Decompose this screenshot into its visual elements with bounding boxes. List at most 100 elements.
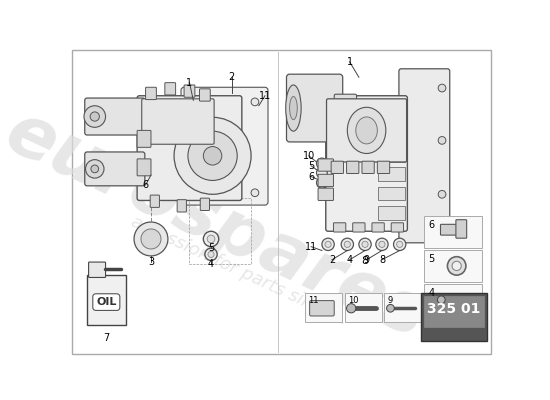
FancyBboxPatch shape xyxy=(200,198,210,210)
Circle shape xyxy=(379,241,385,248)
Text: 7: 7 xyxy=(103,333,109,343)
FancyBboxPatch shape xyxy=(310,300,334,316)
Text: 5: 5 xyxy=(308,161,314,171)
Circle shape xyxy=(86,160,104,178)
Text: 2: 2 xyxy=(329,255,335,265)
FancyBboxPatch shape xyxy=(362,161,375,174)
Circle shape xyxy=(438,190,446,198)
FancyBboxPatch shape xyxy=(334,94,356,120)
FancyBboxPatch shape xyxy=(391,223,404,232)
Text: 4: 4 xyxy=(346,255,353,265)
Circle shape xyxy=(317,158,327,169)
FancyBboxPatch shape xyxy=(200,89,210,101)
Bar xyxy=(378,148,405,162)
Bar xyxy=(425,250,482,282)
FancyBboxPatch shape xyxy=(184,85,195,97)
FancyBboxPatch shape xyxy=(177,200,186,212)
FancyBboxPatch shape xyxy=(146,87,156,100)
Circle shape xyxy=(438,84,446,92)
FancyBboxPatch shape xyxy=(353,223,365,232)
Text: 4: 4 xyxy=(428,288,435,298)
Circle shape xyxy=(174,117,251,194)
Circle shape xyxy=(317,167,327,178)
Circle shape xyxy=(362,241,368,248)
Ellipse shape xyxy=(289,96,298,120)
FancyBboxPatch shape xyxy=(326,96,408,231)
FancyBboxPatch shape xyxy=(181,87,268,205)
FancyBboxPatch shape xyxy=(137,96,242,200)
Text: OIL: OIL xyxy=(96,297,117,307)
Circle shape xyxy=(447,257,466,275)
FancyBboxPatch shape xyxy=(327,99,406,162)
Text: 325 01: 325 01 xyxy=(427,302,480,316)
Circle shape xyxy=(188,131,237,180)
Bar xyxy=(378,186,405,200)
Text: 5: 5 xyxy=(208,243,214,253)
Circle shape xyxy=(387,304,394,312)
Ellipse shape xyxy=(356,117,377,144)
Circle shape xyxy=(84,106,106,127)
FancyBboxPatch shape xyxy=(456,220,466,238)
Bar xyxy=(425,284,482,316)
Text: 6: 6 xyxy=(142,180,149,190)
FancyBboxPatch shape xyxy=(165,83,175,95)
Circle shape xyxy=(437,296,445,304)
Circle shape xyxy=(341,238,354,250)
Text: 1: 1 xyxy=(346,57,353,67)
Bar xyxy=(378,129,405,143)
FancyBboxPatch shape xyxy=(331,161,343,174)
Text: 2: 2 xyxy=(229,72,235,82)
Text: 8: 8 xyxy=(361,256,369,266)
Circle shape xyxy=(205,248,217,260)
Ellipse shape xyxy=(348,107,386,154)
Circle shape xyxy=(204,231,219,247)
FancyBboxPatch shape xyxy=(150,195,159,207)
Circle shape xyxy=(91,165,98,173)
FancyBboxPatch shape xyxy=(372,223,384,232)
FancyBboxPatch shape xyxy=(137,159,151,176)
FancyBboxPatch shape xyxy=(441,224,461,235)
Ellipse shape xyxy=(286,85,301,131)
FancyBboxPatch shape xyxy=(85,152,145,186)
Text: 11: 11 xyxy=(259,91,271,101)
Text: 3: 3 xyxy=(148,257,154,267)
Bar xyxy=(305,293,342,322)
Bar xyxy=(345,293,382,322)
Circle shape xyxy=(189,189,197,197)
Text: 10: 10 xyxy=(302,151,315,161)
Text: eurospares: eurospares xyxy=(0,97,438,353)
Circle shape xyxy=(317,177,327,188)
Circle shape xyxy=(207,235,215,243)
Circle shape xyxy=(346,304,356,313)
FancyBboxPatch shape xyxy=(142,99,214,144)
Bar xyxy=(384,293,421,322)
Bar xyxy=(87,275,125,325)
Text: 11: 11 xyxy=(305,242,317,252)
FancyBboxPatch shape xyxy=(399,69,450,243)
Circle shape xyxy=(251,189,259,197)
FancyBboxPatch shape xyxy=(346,161,359,174)
FancyBboxPatch shape xyxy=(85,98,145,135)
Text: 10: 10 xyxy=(348,296,359,305)
FancyBboxPatch shape xyxy=(318,188,333,200)
Circle shape xyxy=(208,251,214,258)
Circle shape xyxy=(141,229,161,249)
Text: 9: 9 xyxy=(387,296,393,305)
Bar xyxy=(421,293,487,341)
Text: 6: 6 xyxy=(428,220,435,230)
Text: 4: 4 xyxy=(208,258,214,269)
Bar xyxy=(378,206,405,220)
Text: 9: 9 xyxy=(364,255,370,265)
FancyBboxPatch shape xyxy=(89,262,106,278)
Bar xyxy=(189,198,251,264)
Text: 11: 11 xyxy=(308,296,318,305)
Circle shape xyxy=(397,241,403,248)
Circle shape xyxy=(452,261,461,270)
Circle shape xyxy=(325,241,331,248)
Text: 6: 6 xyxy=(308,172,314,182)
Circle shape xyxy=(251,98,259,106)
FancyBboxPatch shape xyxy=(377,161,389,174)
Text: a passion for parts since...: a passion for parts since... xyxy=(128,213,351,330)
Bar xyxy=(424,296,485,327)
FancyBboxPatch shape xyxy=(318,174,333,186)
